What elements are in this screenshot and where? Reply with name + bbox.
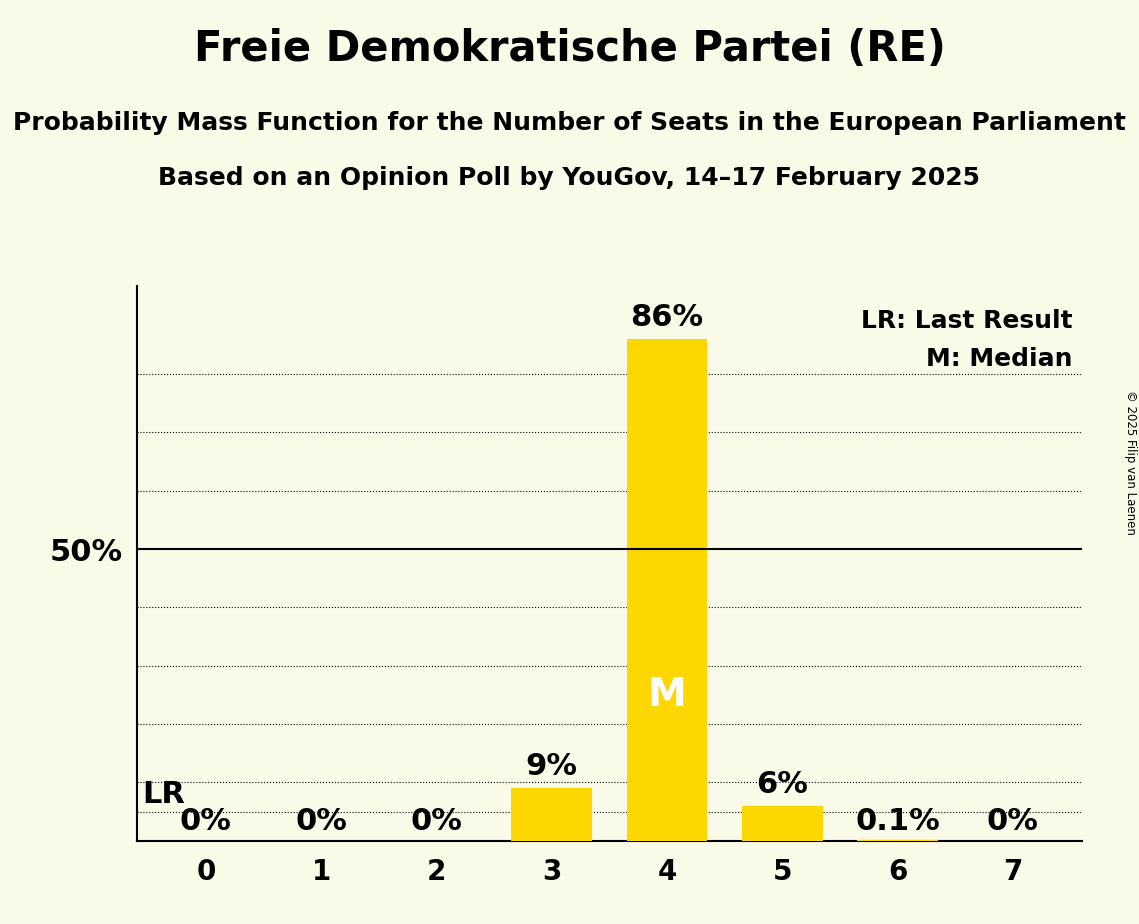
Text: M: Median: M: Median <box>926 347 1073 371</box>
Text: Freie Demokratische Partei (RE): Freie Demokratische Partei (RE) <box>194 28 945 69</box>
Text: 0%: 0% <box>295 808 347 836</box>
Bar <box>626 339 707 841</box>
Bar <box>741 806 822 841</box>
Text: © 2025 Filip van Laenen: © 2025 Filip van Laenen <box>1124 390 1137 534</box>
Text: Based on an Opinion Poll by YouGov, 14–17 February 2025: Based on an Opinion Poll by YouGov, 14–1… <box>158 166 981 190</box>
Text: 0%: 0% <box>180 808 232 836</box>
Text: 86%: 86% <box>631 303 704 332</box>
Text: Probability Mass Function for the Number of Seats in the European Parliament: Probability Mass Function for the Number… <box>13 111 1126 135</box>
Text: 0.1%: 0.1% <box>855 808 940 836</box>
Text: 9%: 9% <box>526 752 577 782</box>
Text: 6%: 6% <box>756 770 809 799</box>
Bar <box>511 788 592 841</box>
Text: LR: Last Result: LR: Last Result <box>861 309 1073 333</box>
Text: LR: LR <box>142 780 186 808</box>
Text: 0%: 0% <box>410 808 462 836</box>
Text: 0%: 0% <box>986 808 1039 836</box>
Text: M: M <box>648 676 687 714</box>
